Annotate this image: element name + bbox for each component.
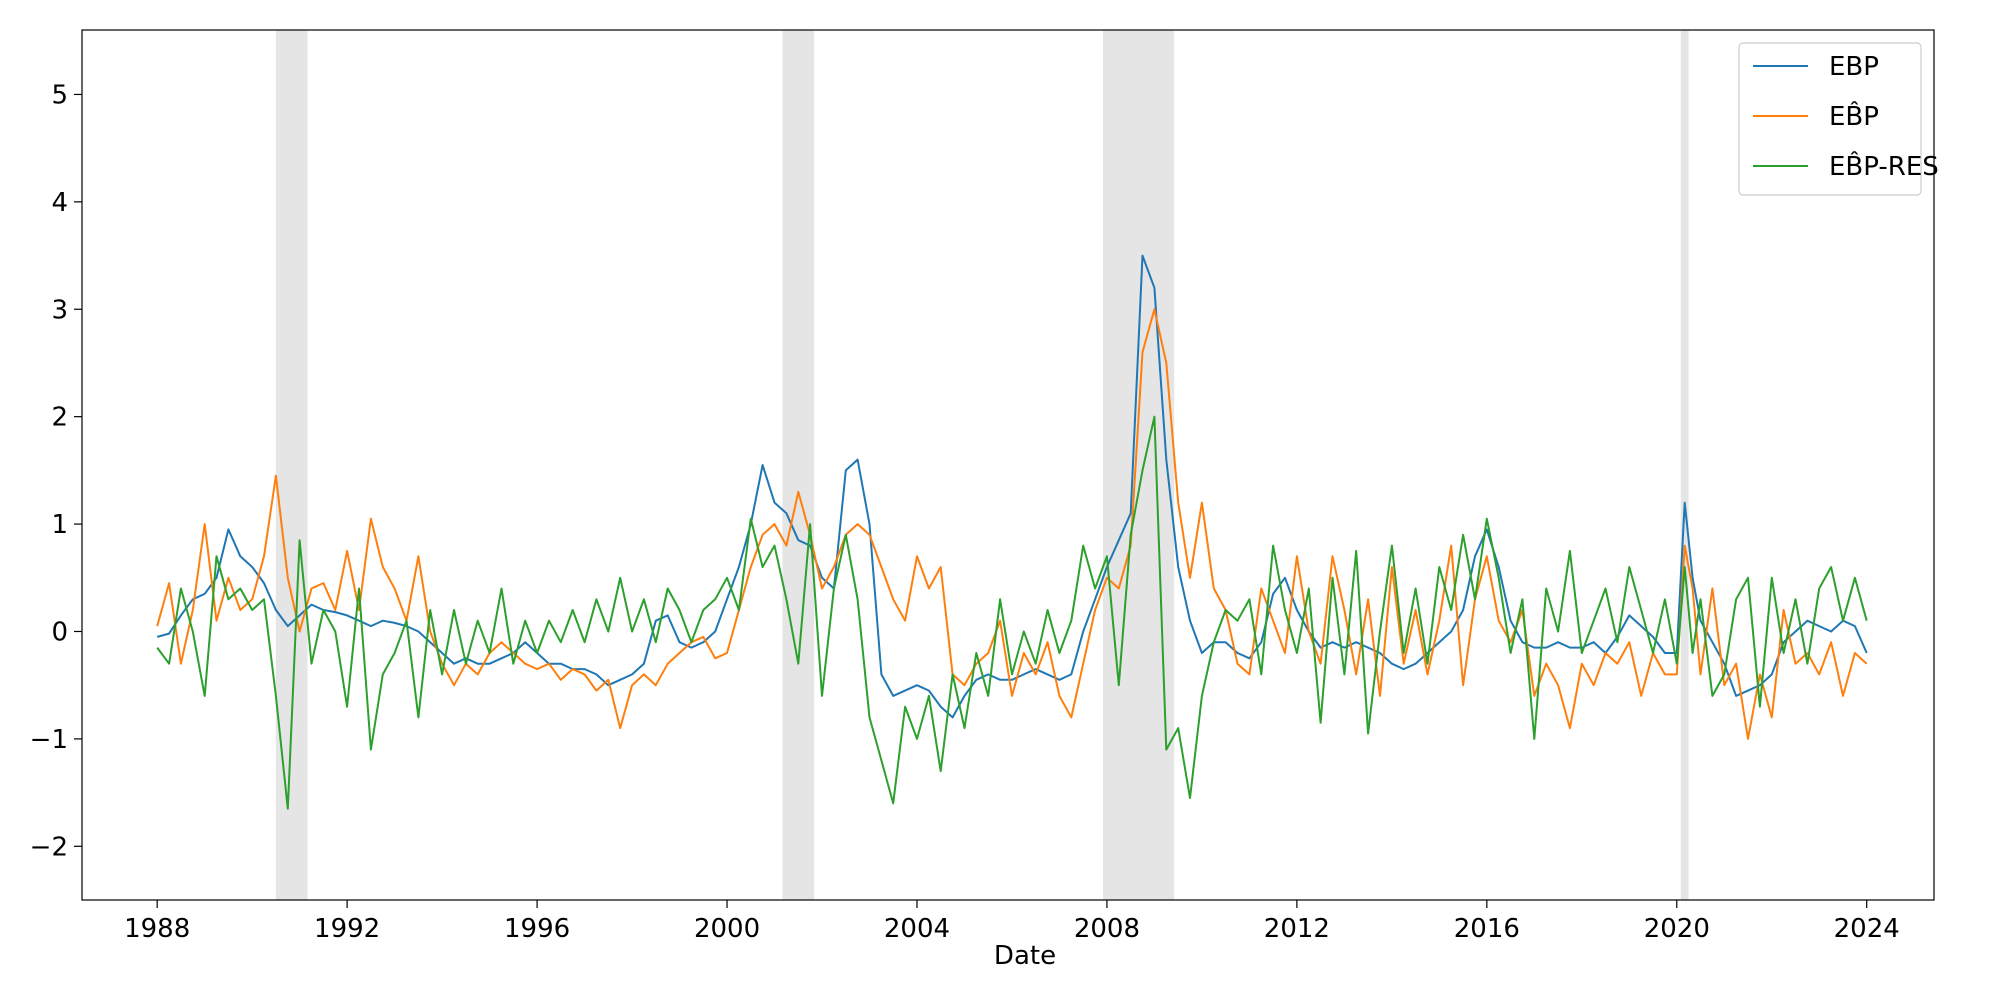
legend-label-ebp-hat-res: EB̂P-RES — [1829, 150, 1939, 182]
y-tick-label: 0 — [51, 617, 68, 647]
x-tick-label: 2016 — [1454, 914, 1520, 944]
plot-frame — [81, 29, 1935, 901]
y-tick-label: 1 — [51, 510, 68, 540]
recession-band — [275, 30, 308, 900]
y-tick-label: 2 — [51, 403, 68, 433]
x-tick-label: 2012 — [1264, 914, 1330, 944]
recession-band — [782, 30, 815, 900]
recession-band — [1680, 30, 1689, 900]
y-tick-label: 3 — [51, 295, 68, 325]
legend: EBP EB̂P EB̂P-RES — [1738, 42, 1939, 196]
legend-label-ebp: EBP — [1829, 52, 1879, 82]
y-tick-label: 5 — [51, 80, 68, 110]
legend-box — [1738, 42, 1922, 196]
y-tick-label: 4 — [51, 188, 68, 218]
y-tick-label: −1 — [30, 725, 68, 755]
x-tick-label: 1992 — [314, 914, 380, 944]
x-tick-label: 2020 — [1644, 914, 1710, 944]
series-layer — [156, 254, 1868, 810]
x-tick-label: 2024 — [1834, 914, 1900, 944]
y-axis: −2 −1 0 1 2 3 4 5 — [30, 80, 82, 862]
legend-label-ebp-hat: EB̂P — [1829, 100, 1879, 132]
recession-shading-layer — [275, 30, 1689, 900]
recession-band — [1102, 30, 1175, 900]
x-tick-label: 2004 — [884, 914, 950, 944]
series-line-ebp — [156, 254, 1868, 719]
x-tick-label: 2008 — [1074, 914, 1140, 944]
x-axis: 1988 1992 1996 2000 2004 2008 2012 2016 2020 2024 — [124, 900, 1900, 944]
x-tick-label: 2000 — [694, 914, 760, 944]
y-tick-label: −2 — [30, 832, 68, 862]
x-axis-label: Date — [994, 941, 1056, 971]
x-tick-label: 1996 — [504, 914, 570, 944]
series-line-ebp-hat-res — [156, 415, 1868, 810]
x-tick-label: 1988 — [124, 914, 190, 944]
